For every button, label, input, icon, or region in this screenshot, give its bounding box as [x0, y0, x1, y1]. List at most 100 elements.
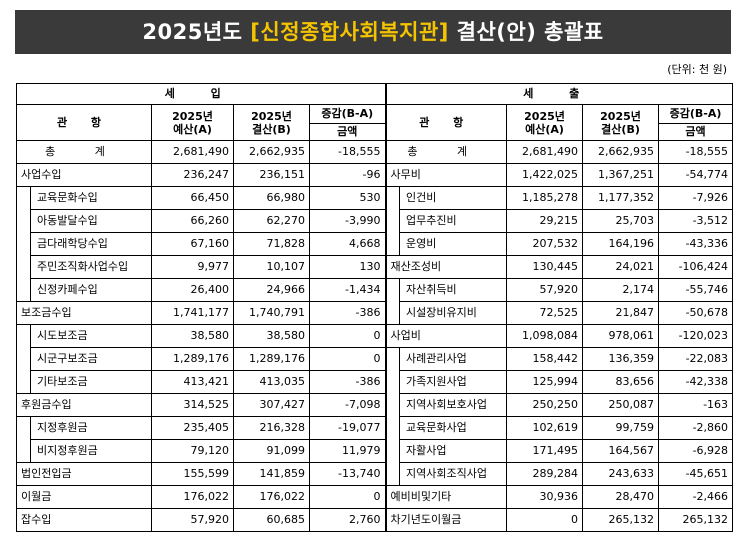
expense-diff-value: -106,424: [658, 255, 734, 279]
expense-diff-value: -3,512: [658, 209, 734, 233]
expense-settle-value: 243,633: [582, 462, 660, 486]
expense-subitem-label: 교육문화사업: [399, 416, 508, 440]
table-row: 신정카페수입 26,400 24,966 -1,434 자산취득비 57,920 2,174…: [16, 278, 734, 302]
income-subitem-label: 신정카페수입: [30, 278, 152, 302]
income-budget-value: 236,247: [151, 163, 234, 187]
table-row: 법인전입금 155,599 141,859 -13,740 지역사회조직사업 289,28…: [16, 462, 734, 486]
expense-diff-value: 265,132: [658, 508, 734, 532]
expense-settle-value: 164,567: [582, 439, 660, 463]
expense-subitem-label: 가족지원사업: [399, 370, 508, 394]
income-diff-value: 2,760: [308, 508, 387, 532]
income-settle-value: 176,022: [233, 485, 310, 509]
income-subitem-label: 아동발달수입: [30, 209, 152, 233]
income-diff-value: 530: [308, 186, 387, 210]
table-row: 보조금수입 1,741,177 1,740,791 -386 시설장비유지비 72,525…: [16, 301, 734, 325]
income-category-label: 후원금수입: [16, 393, 152, 417]
expense-settle-value: 1,177,352: [582, 186, 660, 210]
expense-settle-value: 1,367,251: [582, 163, 660, 187]
income-total-settle: 2,662,935: [233, 140, 310, 164]
income-diff-value: 0: [308, 324, 387, 348]
income-diff-value: 4,668: [308, 232, 387, 256]
income-budget-value: 79,120: [151, 439, 234, 463]
income-budget-value: 57,920: [151, 508, 234, 532]
expense-settle-value: 21,847: [582, 301, 660, 325]
expense-total-label: 총 계: [384, 140, 508, 164]
income-category-label: 이월금: [16, 485, 152, 509]
table-row: 지정후원금 235,405 216,328 -19,077 교육문화사업 102,619 9…: [16, 416, 734, 440]
expense-indent-cell: [384, 462, 401, 486]
expense-subitem-label: 시설장비유지비: [399, 301, 508, 325]
income-settle-value: 413,035: [233, 370, 310, 394]
income-budget-value: 314,525: [151, 393, 234, 417]
income-diff-value: 0: [308, 347, 387, 371]
expense-total-diff: -18,555: [658, 140, 734, 164]
expense-diff-value: -50,678: [658, 301, 734, 325]
expense-budget-value: 207,532: [506, 232, 584, 256]
expense-settle-value: 25,703: [582, 209, 660, 233]
expense-subitem-label: 지역사회보호사업: [399, 393, 508, 417]
income-total-budget: 2,681,490: [151, 140, 234, 164]
expense-subitem-label: 사례관리사업: [399, 347, 508, 371]
title-suffix: 결산(안) 총괄표: [448, 20, 604, 44]
income-budget-value: 1,289,176: [151, 347, 234, 371]
income-indent-cell: [16, 255, 31, 279]
table-row: 사업수입 236,247 236,151 -96 사무비 1,422,025 1,367,2…: [16, 163, 734, 187]
expense-indent-cell: [384, 347, 401, 371]
income-diff-value: 0: [308, 485, 387, 509]
income-settle-value: 62,270: [233, 209, 310, 233]
expense-diff-value: -7,926: [658, 186, 734, 210]
income-budget-header: 2025년 예산(A): [151, 104, 234, 141]
expense-diff-value: -120,023: [658, 324, 734, 348]
expense-budget-value: 1,185,278: [506, 186, 584, 210]
expense-diff-value: -42,338: [658, 370, 734, 394]
income-indent-cell: [16, 186, 31, 210]
income-diff-value: -13,740: [308, 462, 387, 486]
expense-settle-value: 99,759: [582, 416, 660, 440]
income-subitem-label: 시도보조금: [30, 324, 152, 348]
income-diff-value: -3,990: [308, 209, 387, 233]
income-diff-value: -96: [308, 163, 387, 187]
expense-settle-value: 83,656: [582, 370, 660, 394]
expense-amount-header: 금액: [658, 123, 734, 141]
expense-indent-cell: [384, 393, 401, 417]
expense-category-label: 재산조성비: [384, 255, 508, 279]
expense-budget-value: 29,215: [506, 209, 584, 233]
expense-indent-cell: [384, 209, 401, 233]
income-budget-value: 66,450: [151, 186, 234, 210]
expense-diff-value: -163: [658, 393, 734, 417]
expense-budget-value: 250,250: [506, 393, 584, 417]
income-subitem-label: 비지정후원금: [30, 439, 152, 463]
expense-budget-value: 102,619: [506, 416, 584, 440]
table-row: 주민조직화사업수입 9,977 10,107 130 재산조성비 130,445 24,02…: [16, 255, 734, 279]
income-settle-value: 1,289,176: [233, 347, 310, 371]
table-row: 후원금수입 314,525 307,427 -7,098 지역사회보호사업 250,250…: [16, 393, 734, 417]
expense-budget-value: 1,422,025: [506, 163, 584, 187]
table-row: 아동발달수입 66,260 62,270 -3,990 업무추진비 29,215 25,70…: [16, 209, 734, 233]
income-diff-value: 11,979: [308, 439, 387, 463]
expense-diff-value: -54,774: [658, 163, 734, 187]
expense-category-label: 예비비및기타: [384, 485, 508, 509]
income-budget-value: 67,160: [151, 232, 234, 256]
income-settle-value: 91,099: [233, 439, 310, 463]
income-subitem-label: 지정후원금: [30, 416, 152, 440]
expense-total-settle: 2,662,935: [582, 140, 660, 164]
expense-indent-cell: [384, 301, 401, 325]
expense-budget-value: 289,284: [506, 462, 584, 486]
income-diff-header: 증감(B-A): [308, 104, 387, 124]
income-subitem-label: 기타보조금: [30, 370, 152, 394]
income-budget-value: 1,741,177: [151, 301, 234, 325]
income-budget-value: 9,977: [151, 255, 234, 279]
expense-indent-cell: [384, 232, 401, 256]
expense-indent-cell: [384, 370, 401, 394]
expense-header: 세 출: [384, 83, 734, 105]
expense-subitem-label: 자활사업: [399, 439, 508, 463]
expense-budget-value: 125,994: [506, 370, 584, 394]
table-row: 교육문화수입 66,450 66,980 530 인건비 1,185,278 1,177,3…: [16, 186, 734, 210]
expense-settle-value: 2,174: [582, 278, 660, 302]
table-row: 비지정후원금 79,120 91,099 11,979 자활사업 171,495 164,5…: [16, 439, 734, 463]
income-settle-value: 38,580: [233, 324, 310, 348]
expense-budget-value: 0: [506, 508, 584, 532]
expense-diff-value: -43,336: [658, 232, 734, 256]
income-header: 세 입: [15, 83, 387, 105]
expense-diff-value: -6,928: [658, 439, 734, 463]
